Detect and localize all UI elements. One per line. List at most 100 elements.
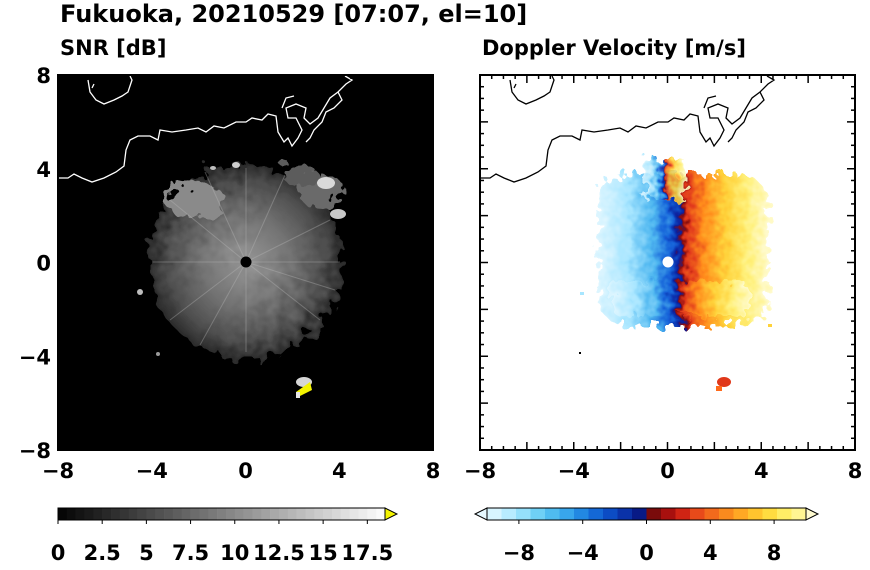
doppler-colorbar-segment: [574, 508, 589, 520]
doppler-x-tick-label: 8: [848, 459, 863, 483]
snr-colorbar-segment: [146, 508, 156, 520]
figure-title: Fukuoka, 20210529 [07:07, el=10]: [60, 0, 528, 28]
doppler-colorbar-label: 8: [767, 541, 782, 565]
snr-x-tick-label: 4: [332, 459, 347, 483]
snr-colorbar-label: 12.5: [253, 541, 305, 565]
doppler-colorbar-segment: [675, 508, 691, 520]
snr-colorbar-segment: [278, 508, 289, 520]
snr-colorbar-segment: [66, 508, 76, 520]
snr-x-tick-label: 0: [238, 459, 253, 483]
doppler-x-tick-label: −8: [464, 459, 496, 483]
snr-panel-title: SNR [dB]: [60, 36, 167, 60]
snr-colorbar-segment: [164, 508, 174, 520]
snr-colorbar-segment: [155, 508, 165, 520]
snr-radar-site: [240, 256, 252, 268]
snr-colorbar-segment: [199, 508, 209, 520]
snr-colorbar-segment: [225, 508, 236, 520]
doppler-colorbar-segment: [791, 508, 807, 520]
snr-colorbar-segment: [376, 508, 386, 520]
doppler-colorbar-label: 0: [639, 541, 654, 565]
doppler-colorbar-segment: [690, 508, 705, 520]
doppler-axis-ticks: [479, 74, 856, 451]
snr-y-tick-label: −8: [19, 439, 51, 463]
snr-radial-streaks: [152, 168, 340, 352]
snr-y-tick-label: 0: [36, 252, 51, 276]
snr-colorbar-segment: [243, 508, 253, 520]
doppler-coastline: [480, 75, 776, 183]
doppler-colorbar-segment: [733, 508, 749, 520]
snr-y-tick-label: 4: [36, 158, 51, 182]
doppler-velocity-field: [598, 160, 768, 326]
doppler-colorbar-segment: [530, 508, 546, 520]
snr-colorbar-segment: [261, 508, 271, 520]
snr-colorbar-segment: [314, 508, 324, 520]
doppler-colorbar-segment: [777, 508, 792, 520]
snr-colorbar-segment: [58, 508, 68, 520]
snr-strong-echoes: [137, 162, 346, 398]
doppler-panel: −8 −4 0 4 8: [464, 74, 863, 483]
doppler-isolated-echoes: [579, 292, 772, 391]
doppler-radar-site: [662, 256, 674, 268]
doppler-colorbar-segment: [617, 508, 633, 520]
snr-colorbar-segment: [270, 508, 280, 520]
snr-colorbar-label: 0: [51, 541, 66, 565]
snr-colorbar-segment: [137, 508, 147, 520]
snr-colorbar-segment: [172, 508, 183, 520]
doppler-x-tick-label: 0: [660, 459, 675, 483]
snr-panel: −8 −4 0 4 8 −8 −4 0 4 8: [19, 64, 441, 483]
snr-colorbar-segment: [305, 508, 315, 520]
doppler-colorbar-label: 4: [703, 541, 718, 565]
doppler-colorbar-segment: [588, 508, 604, 520]
snr-axis-labels: −8 −4 0 4 8 −8 −4 0 4 8: [19, 64, 441, 483]
snr-colorbar-frame: [57, 507, 386, 521]
snr-colorbar-segment: [331, 508, 342, 520]
doppler-colorbar-label: −8: [503, 541, 535, 565]
snr-x-tick-label: −8: [42, 459, 74, 483]
snr-colorbar-segment: [287, 508, 297, 520]
snr-colorbar-label: 2.5: [84, 541, 121, 565]
snr-colorbar-segment: [367, 508, 377, 520]
snr-colorbar-segment: [93, 508, 103, 520]
snr-colorbar-segment: [84, 508, 94, 520]
doppler-colorbar-segment: [545, 508, 560, 520]
snr-x-tick-label: 8: [426, 459, 441, 483]
doppler-colorbar-extend-max: [805, 507, 820, 521]
snr-colorbar-segment: [358, 508, 368, 520]
snr-colorbar-segment: [252, 508, 262, 520]
doppler-colorbar-segment: [762, 508, 778, 520]
doppler-colorbar: −8 −4 0 4 8: [473, 507, 820, 565]
snr-colorbar-segment: [349, 508, 359, 520]
snr-colorbar-segment: [190, 508, 200, 520]
snr-colorbar-segment: [296, 508, 306, 520]
doppler-colorbar-segment: [487, 508, 502, 520]
snr-colorbar-segment: [234, 508, 244, 520]
snr-coastline: [58, 75, 354, 183]
snr-colorbar-label: 7.5: [172, 541, 209, 565]
snr-colorbar-segment: [111, 508, 121, 520]
snr-colorbar-segment: [119, 508, 130, 520]
doppler-colorbar-segment: [559, 508, 575, 520]
snr-colorbar-segment: [181, 508, 191, 520]
snr-colorbar-label: 17.5: [341, 541, 393, 565]
doppler-colorbar-extend-min: [473, 507, 488, 521]
snr-colorbar-segment: [128, 508, 138, 520]
snr-colorbar-segment: [323, 508, 333, 520]
snr-colorbar: 0 2.5 5 7.5 10 12.5 15 17.5: [51, 507, 399, 565]
snr-y-tick-label: 8: [36, 64, 51, 88]
doppler-colorbar-segment: [661, 508, 676, 520]
doppler-colorbar-segment: [719, 508, 734, 520]
snr-y-tick-label: −4: [19, 345, 51, 369]
doppler-x-tick-label: 4: [754, 459, 769, 483]
doppler-colorbar-segment: [704, 508, 720, 520]
doppler-colorbar-segment: [748, 508, 763, 520]
snr-colorbar-segment: [75, 508, 85, 520]
snr-colorbar-segment: [340, 508, 350, 520]
doppler-colorbar-segment: [632, 508, 647, 520]
doppler-x-tick-label: −4: [558, 459, 590, 483]
snr-x-tick-label: −4: [136, 459, 168, 483]
doppler-colorbar-segment: [603, 508, 618, 520]
snr-colorbar-segment: [102, 508, 112, 520]
snr-colorbar-extend-max: [384, 507, 399, 521]
doppler-panel-title: Doppler Velocity [m/s]: [482, 36, 746, 60]
